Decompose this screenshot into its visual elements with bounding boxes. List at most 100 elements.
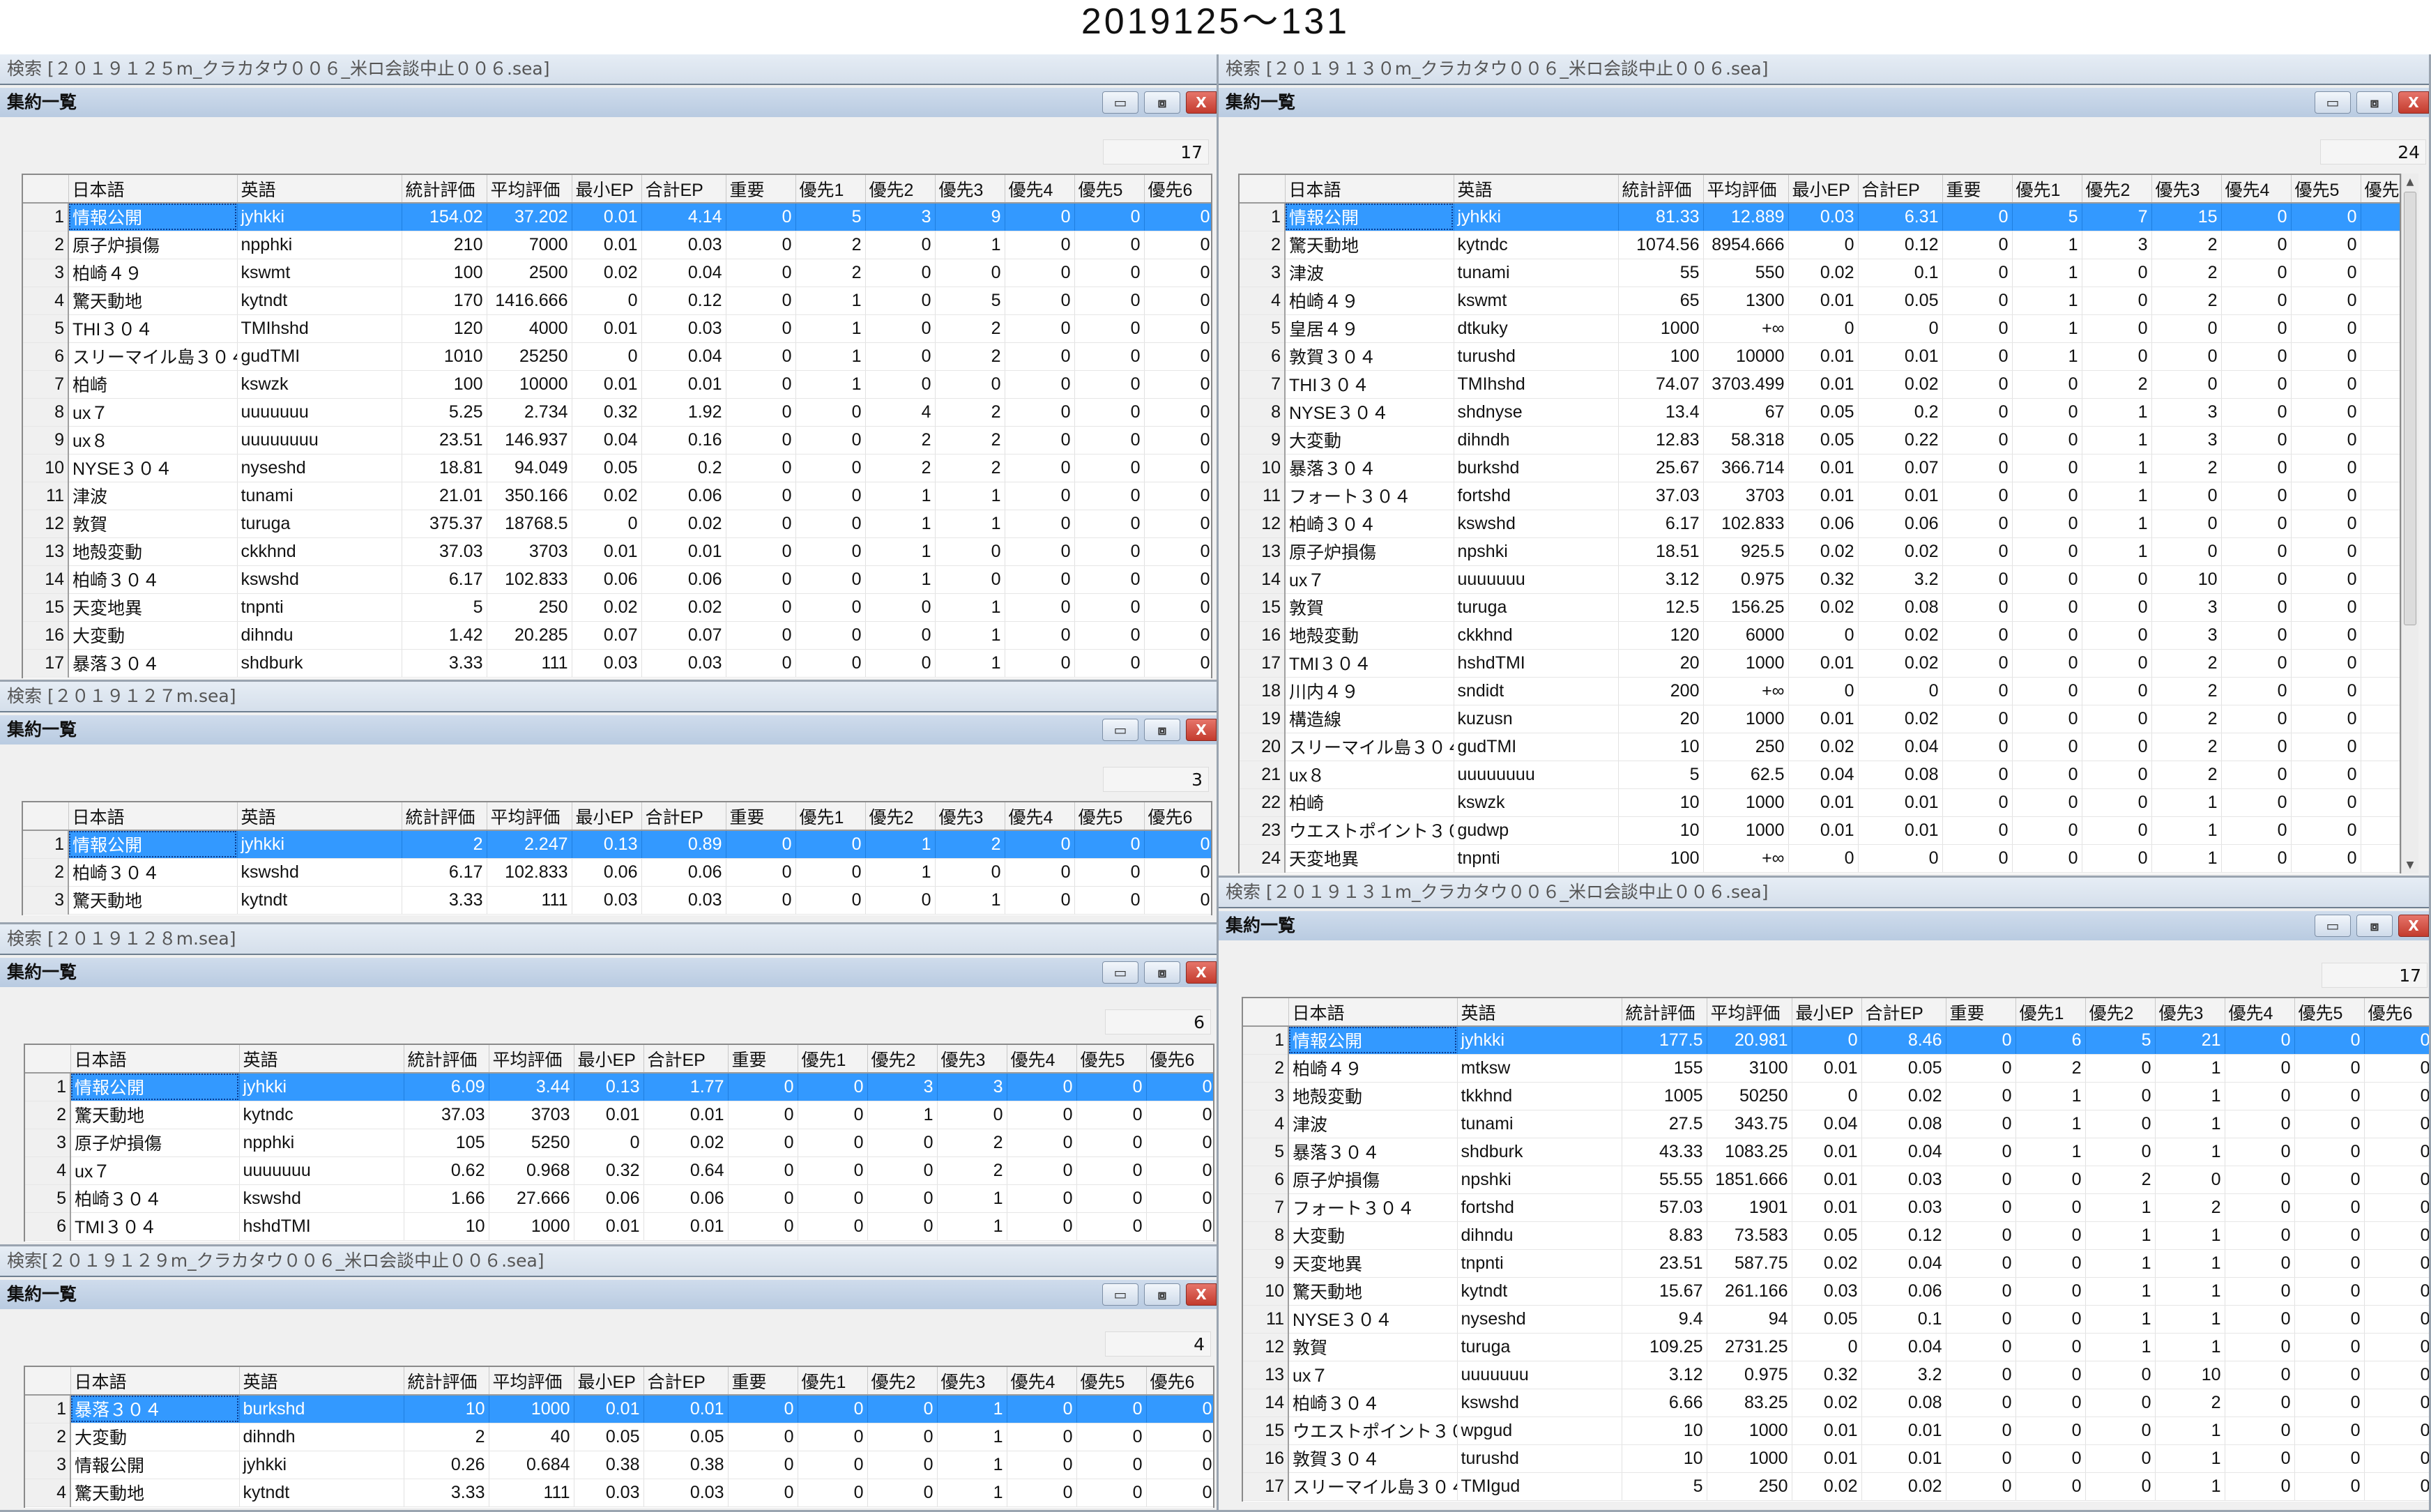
cell-important[interactable]: 0 [726, 621, 796, 650]
cell-stat-score[interactable]: 2 [402, 830, 487, 859]
cell-priority3[interactable]: 0 [935, 537, 1005, 566]
cell-stat-score[interactable]: 81.33 [1618, 203, 1704, 231]
cell-min-ep[interactable]: 0.05 [574, 1423, 644, 1451]
cell-japanese[interactable]: 地殻変動 [68, 537, 238, 566]
cell-important[interactable]: 0 [726, 314, 796, 343]
cell-priority5[interactable]: 0 [2294, 1026, 2365, 1055]
cell-priority3[interactable]: 2 [935, 830, 1005, 859]
cell-priority4[interactable]: 0 [1007, 1479, 1077, 1507]
column-header-japanese[interactable]: 日本語 [70, 1367, 240, 1396]
cell-min-ep[interactable]: 0.13 [572, 830, 642, 859]
cell-priority4[interactable]: 0 [1007, 1451, 1077, 1479]
table-row[interactable]: 4 ux７ uuuuuuu 0.62 0.968 0.32 0.64 0 0 0 2 0 0 0 [25, 1156, 1213, 1185]
cell-min-ep[interactable]: 0 [1788, 314, 1859, 343]
cell-english[interactable]: jyhkki [1454, 203, 1619, 231]
cell-priority6[interactable]: 0 [1146, 1451, 1213, 1479]
cell-japanese[interactable]: ux８ [1285, 761, 1454, 789]
cell-priority1[interactable]: 0 [2015, 1193, 2086, 1222]
cell-avg-score[interactable]: 20.285 [487, 621, 572, 650]
cell-priority6[interactable]: 0 [1144, 454, 1211, 482]
cell-priority1[interactable]: 0 [2012, 398, 2082, 427]
cell-total-ep[interactable]: 0.08 [1861, 1389, 1946, 1417]
cell-important[interactable]: 0 [1946, 1054, 2016, 1083]
cell-priority2[interactable]: 3 [865, 203, 936, 231]
cell-priority5[interactable]: 0 [2294, 1249, 2365, 1278]
cell-priority6[interactable]: 0 [2364, 1389, 2429, 1417]
cell-priority3[interactable]: 1 [935, 510, 1005, 538]
cell-priority5[interactable]: 0 [2291, 593, 2361, 622]
cell-priority2[interactable]: 0 [2085, 1082, 2156, 1110]
cell-total-ep[interactable]: 0.02 [641, 593, 726, 622]
cell-important[interactable]: 0 [1946, 1193, 2016, 1222]
cell-priority1[interactable]: 0 [795, 454, 866, 482]
cell-important[interactable]: 0 [1942, 510, 2013, 538]
column-header-japanese[interactable]: 日本語 [1285, 175, 1454, 204]
column-header-priority2[interactable]: 優先2 [867, 1367, 938, 1396]
cell-japanese[interactable]: THI３０４ [68, 314, 238, 343]
cell-total-ep[interactable]: 0.12 [1861, 1221, 1946, 1250]
cell-priority6[interactable] [2361, 426, 2400, 455]
column-header-min-ep[interactable]: 最小EP [1788, 175, 1859, 204]
table-row[interactable]: 5 THI３０４ TMIhshd 120 4000 0.01 0.03 0 1 0 2 0 0 0 [23, 314, 1211, 343]
cell-priority1[interactable]: 0 [2015, 1166, 2086, 1194]
cell-avg-score[interactable]: 250 [487, 593, 572, 622]
column-header-min-ep[interactable]: 最小EP [1792, 998, 1862, 1027]
cell-stat-score[interactable]: 120 [402, 314, 487, 343]
cell-priority3[interactable]: 2 [2151, 649, 2222, 678]
cell-priority4[interactable]: 0 [2225, 1110, 2295, 1138]
cell-avg-score[interactable]: 1000 [1703, 705, 1789, 733]
cell-min-ep[interactable]: 0.04 [572, 426, 642, 455]
table-row[interactable]: 2 柏崎４９ mtksw 155 3100 0.01 0.05 0 2 0 1 0 0 0 [1243, 1054, 2429, 1083]
cell-total-ep[interactable]: 0.01 [1858, 342, 1943, 371]
cell-english[interactable]: kswshd [237, 858, 402, 887]
cell-total-ep[interactable]: 0.05 [1858, 287, 1943, 315]
cell-priority2[interactable]: 0 [867, 1479, 938, 1507]
cell-priority6[interactable] [2361, 761, 2400, 789]
cell-important[interactable]: 0 [726, 649, 796, 678]
cell-total-ep[interactable]: 0.1 [1858, 259, 1943, 287]
table-row[interactable]: 14 柏崎３０４ kswshd 6.66 83.25 0.02 0.08 0 0 0 2 0 0 0 [1243, 1389, 2429, 1417]
cell-priority2[interactable]: 1 [2085, 1249, 2156, 1278]
column-header-priority1[interactable]: 優先1 [2015, 998, 2086, 1027]
cell-stat-score[interactable]: 8.83 [1622, 1221, 1707, 1250]
cell-important[interactable]: 0 [728, 1479, 798, 1507]
cell-total-ep[interactable]: 0.08 [1861, 1110, 1946, 1138]
cell-total-ep[interactable]: 0.06 [1861, 1277, 1946, 1306]
cell-min-ep[interactable]: 0 [572, 287, 642, 315]
cell-important[interactable]: 0 [726, 342, 796, 371]
cell-avg-score[interactable]: 2731.25 [1707, 1333, 1792, 1361]
cell-min-ep[interactable]: 0.05 [1792, 1305, 1862, 1334]
cell-japanese[interactable]: NYSE３０４ [1288, 1305, 1458, 1334]
cell-japanese[interactable]: スリーマイル島３０４ [1285, 733, 1454, 761]
cell-min-ep[interactable]: 0.01 [572, 370, 642, 399]
cell-avg-score[interactable]: 1300 [1703, 287, 1789, 315]
cell-priority2[interactable]: 1 [2085, 1333, 2156, 1361]
column-header-priority3[interactable]: 優先3 [2155, 998, 2225, 1027]
cell-priority2[interactable]: 0 [2085, 1444, 2156, 1473]
cell-avg-score[interactable]: 250 [1707, 1472, 1792, 1501]
cell-priority1[interactable]: 0 [2012, 510, 2082, 538]
cell-japanese[interactable]: 情報公開 [1285, 203, 1454, 231]
cell-total-ep[interactable]: 3.2 [1861, 1361, 1946, 1389]
cell-priority1[interactable]: 1 [2012, 314, 2082, 343]
cell-avg-score[interactable]: 27.666 [489, 1184, 574, 1213]
cell-priority3[interactable]: 0 [2155, 1166, 2225, 1194]
cell-total-ep[interactable]: 0.02 [1858, 621, 1943, 650]
cell-priority5[interactable]: 0 [2294, 1221, 2365, 1250]
cell-priority3[interactable]: 3 [2151, 398, 2222, 427]
cell-priority4[interactable]: 0 [2225, 1416, 2295, 1445]
cell-priority6[interactable]: 0 [1146, 1184, 1213, 1213]
cell-stat-score[interactable]: 5.25 [402, 398, 487, 427]
cell-english[interactable]: turuga [1457, 1333, 1622, 1361]
table-row[interactable]: 2 大変動 dihndh 2 40 0.05 0.05 0 0 0 1 0 0 0 [25, 1423, 1213, 1451]
cell-stat-score[interactable]: 3.12 [1622, 1361, 1707, 1389]
cell-japanese[interactable]: ウエストポイント３０４ [1288, 1416, 1458, 1445]
cell-min-ep[interactable]: 0 [1788, 844, 1859, 873]
cell-japanese[interactable]: 敦賀３０４ [1285, 342, 1454, 371]
cell-priority3[interactable]: 1 [937, 1423, 1007, 1451]
cell-stat-score[interactable]: 13.4 [1618, 398, 1704, 427]
cell-japanese[interactable]: ウエストポイント３０４ [1285, 816, 1454, 845]
cell-priority3[interactable]: 1 [2155, 1249, 2225, 1278]
cell-priority6[interactable] [2361, 593, 2400, 622]
cell-priority1[interactable]: 0 [2015, 1249, 2086, 1278]
